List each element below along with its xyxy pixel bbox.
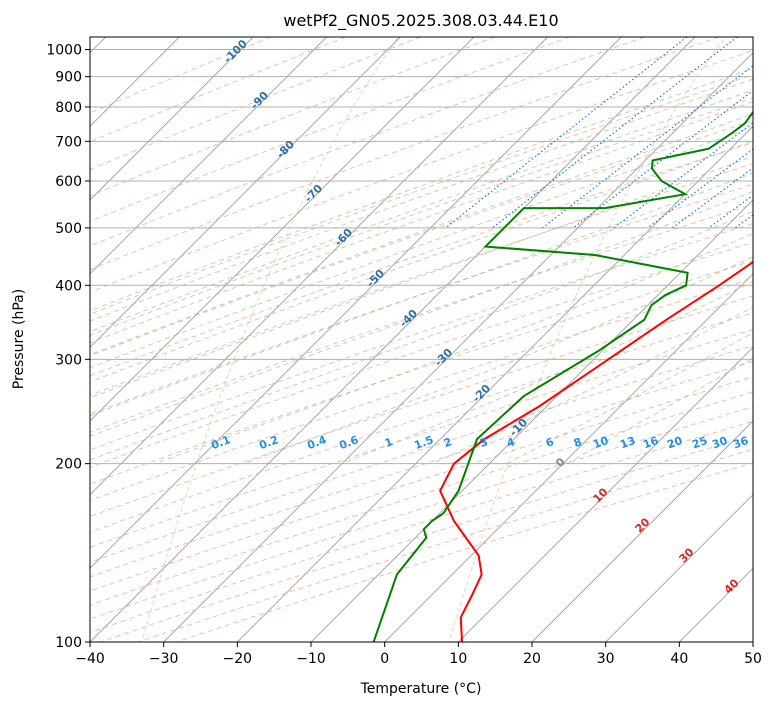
mixing-ratio-label: 8 [572,435,584,450]
dry-adiabat-line [90,50,753,293]
x-tick-label: −40 [75,651,105,667]
x-tick-label: 30 [597,651,615,667]
dry-adiabat-line [90,328,753,548]
dry-adiabat-line [138,448,753,642]
x-tick-label: 50 [744,651,762,667]
mixing-ratio-label: 6 [544,435,556,450]
isotherm-line [457,346,753,642]
dry-adiabat-line [90,277,753,502]
mixing-ratio-line [672,167,753,229]
isotherm-line [236,125,753,642]
isotherm-line [605,493,753,642]
dry-adiabat-line [90,97,753,336]
mixing-ratio-label: 25 [690,434,709,451]
mixing-ratio-label: 36 [731,434,750,452]
dry-adiabat-line [90,142,753,377]
mixing-ratio-label: 3 [478,435,490,450]
mixing-ratio-label: 30 [710,434,729,452]
moist-adiabat-line [90,113,753,356]
y-tick-label: 800 [55,100,82,116]
moist-adiabat-line [90,67,753,312]
isotherm-line [90,37,254,201]
dry-adiabat-line [90,37,346,143]
mixing-ratio-label: 16 [641,434,660,452]
mixing-ratio-line [445,37,688,229]
x-tick-label: 10 [449,651,467,667]
x-axis: −40 −30 −20 −10 0 10 20 30 40 50 [75,642,762,667]
dry-adiabat-line [90,295,753,518]
mixing-ratio-label: 1 [383,435,395,450]
mixing-ratio-line [542,65,753,229]
dry-adiabat-line [176,462,753,642]
isotherm-line [90,37,696,642]
x-tick-label: −20 [223,651,253,667]
x-axis-title: Temperature (°C) [360,681,482,697]
dry-adiabat-line [90,37,421,171]
x-tick-label: 0 [380,651,389,667]
background-arc [141,37,399,642]
dry-adiabat-line [90,420,753,633]
profile-line [372,110,753,642]
profile-lines [372,110,753,642]
moist-adiabat-line [90,101,753,344]
y-tick-label: 500 [55,221,82,237]
isotherm-line [90,37,475,422]
isotherm-line [531,420,753,642]
dry-adiabat-line [90,222,753,451]
y-tick-label: 100 [55,635,82,651]
mixing-ratio-label: 0.4 [305,433,328,452]
mixing-ratio-label: 0.1 [209,433,232,452]
mixing-ratio-label: 10 [591,434,610,452]
y-tick-label: 1000 [46,43,82,59]
mixing-ratio-label: 20 [665,434,684,452]
moist-adiabat-line [90,89,753,333]
moist-adiabat-line [90,210,753,461]
y-axis: 100 200 300 400 500 600 700 800 900 1000 [46,43,90,651]
y-tick-label: 900 [55,70,82,86]
mixing-ratio-label: 2 [442,435,454,450]
dry-adiabat-line [90,360,753,578]
y-tick-label: 200 [55,457,82,473]
isotherm-line [163,51,753,642]
x-tick-label: 20 [523,651,541,667]
isotherm-line [90,37,328,275]
mixing-ratio-label: 13 [618,434,637,451]
dry-adiabat-line [90,391,753,606]
plot-frame [89,36,754,643]
x-tick-label: 40 [670,651,688,667]
y-tick-label: 600 [55,174,82,190]
dry-adiabat-line [90,163,753,396]
isotherm-line [90,37,622,570]
dry-adiabat-line [90,74,753,315]
profile-line [439,260,753,642]
x-tick-label: −30 [149,651,179,667]
moist-adiabat-line [90,140,753,383]
chart-title: wetPf2_GN05.2025.308.03.44.E10 [283,11,558,31]
y-tick-label: 300 [55,352,82,368]
mixing-ratio-label: 1.5 [412,433,435,452]
mixing-ratio-label: 4 [505,435,517,450]
moist-adiabat-line [90,126,753,369]
mixing-ratio-label: 0.2 [257,433,280,452]
background-arc [448,37,727,642]
moist-adiabat-line [341,281,753,465]
isotherm-line [384,272,753,642]
mixing-ratio-label: 0.6 [337,433,360,452]
y-axis-title: Pressure (hPa) [11,289,27,389]
y-tick-label: 700 [55,134,82,150]
mixing-ratio-line [613,122,753,229]
x-tick-label: −10 [296,651,326,667]
dry-adiabat-line [90,37,496,197]
reference-lines [90,37,753,642]
dry-adiabat-line [90,241,753,468]
y-tick-label: 400 [55,278,82,294]
